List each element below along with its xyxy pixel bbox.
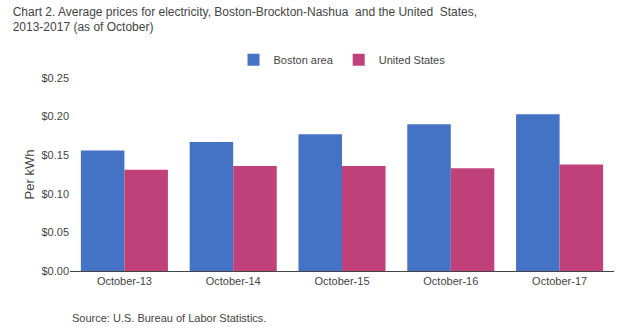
svg-text:October-15: October-15 [314,275,369,287]
svg-text:$0.00: $0.00 [41,265,69,277]
svg-text:October-16: October-16 [423,275,478,287]
svg-text:$0.10: $0.10 [41,188,69,200]
svg-text:October-14: October-14 [206,275,261,287]
svg-text:$0.20: $0.20 [41,110,69,122]
svg-text:$0.15: $0.15 [41,149,69,161]
svg-text:United States: United States [379,54,446,66]
svg-text:Per kWh: Per kWh [22,150,37,200]
svg-text:Boston area: Boston area [274,54,334,66]
svg-text:October-17: October-17 [532,275,587,287]
svg-text:October-13: October-13 [97,275,152,287]
svg-text:$0.05: $0.05 [41,226,69,238]
svg-text:Chart 2. Average prices for el: Chart 2. Average prices for electricity,… [13,5,477,35]
svg-text:Source: U.S. Bureau of Labor S: Source: U.S. Bureau of Labor Statistics. [72,312,266,324]
svg-text:$0.25: $0.25 [41,72,69,84]
